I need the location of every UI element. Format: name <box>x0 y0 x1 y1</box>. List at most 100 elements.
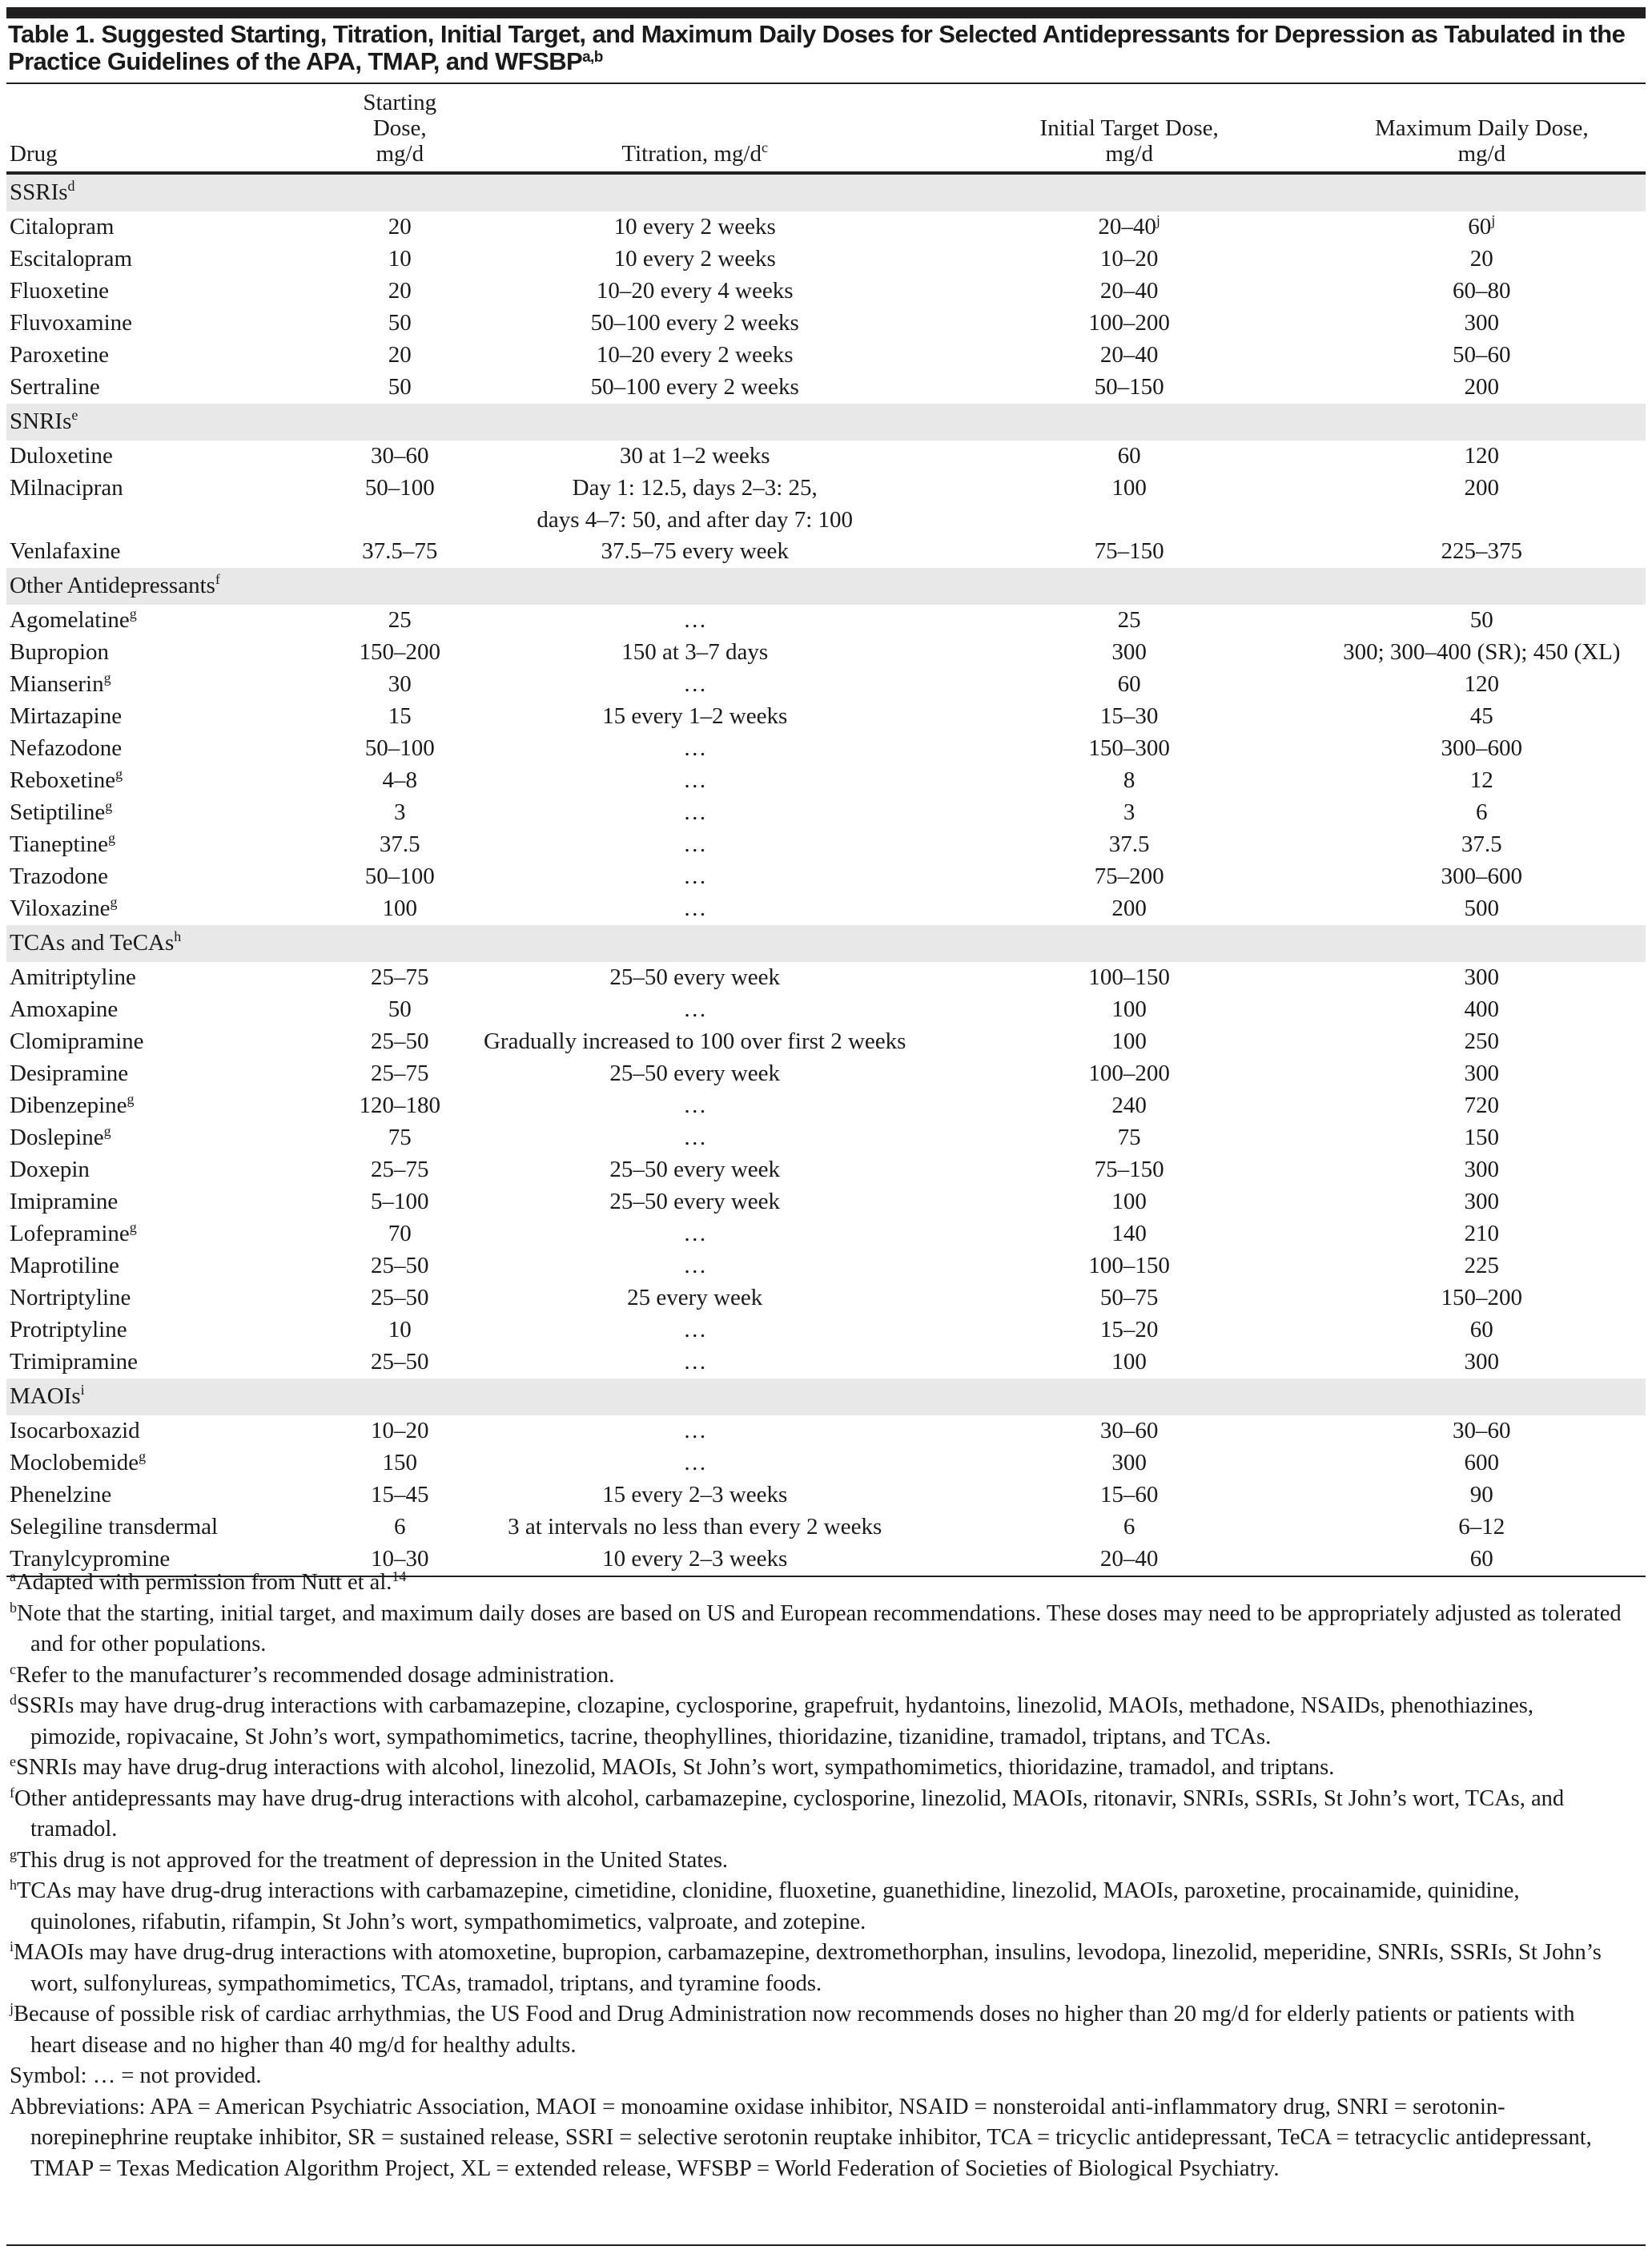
cell-initial-target: 6 <box>1123 1514 1135 1540</box>
cell-titration: 10 every 2 weeks <box>613 214 776 239</box>
cell-titration: 37.5–75 every week <box>601 538 789 564</box>
cell-initial-target: 140 <box>1111 1221 1147 1246</box>
table-row: Mirtazapine 15 15 every 1–2 weeks 15–30 45 <box>6 701 1646 733</box>
cell-max-daily: 120 <box>1464 443 1500 469</box>
table-row: Sertraline 50 50–100 every 2 weeks 50–150 20… <box>6 372 1646 404</box>
cell-titration: … <box>683 1349 707 1375</box>
table-row: Tranylcypromine 10–30 10 every 2–3 weeks 20… <box>6 1544 1646 1576</box>
cell-drug: Amitriptyline <box>10 964 136 990</box>
cell-initial-target: 75–150 <box>1094 1157 1164 1182</box>
cell-drug: Isocarboxazid <box>10 1418 140 1443</box>
cell-titration: 10 every 2 weeks <box>613 246 776 272</box>
cell-max-daily: 150 <box>1464 1125 1500 1150</box>
cell-max-daily: 300 <box>1464 1189 1500 1214</box>
cell-max-daily: 200 <box>1464 374 1500 400</box>
cell-initial-target: 20–40 <box>1099 342 1159 368</box>
cell-titration: 3 at intervals no less than every 2 week… <box>508 1514 882 1540</box>
cell-initial-target: 60 <box>1117 443 1141 469</box>
table-row: Escitalopram 10 10 every 2 weeks 10–20 20 <box>6 244 1646 276</box>
cell-drug: Agomelatineg <box>10 606 137 633</box>
cell-starting-dose: 25–50 <box>371 1285 429 1310</box>
cell-initial-target: 8 <box>1123 767 1135 793</box>
cell-drug: Clomipramine <box>10 1028 144 1054</box>
cell-starting-dose: 70 <box>388 1221 412 1246</box>
cell-titration: … <box>683 1418 707 1443</box>
cell-initial-target: 100–150 <box>1088 964 1170 990</box>
cell-starting-dose: 10 <box>388 246 412 272</box>
cell-initial-target: 50–150 <box>1094 374 1164 400</box>
cell-starting-dose: 150–200 <box>359 639 441 665</box>
cell-max-daily: 60 <box>1469 1317 1493 1342</box>
cell-starting-dose: 10–30 <box>371 1546 429 1572</box>
group-label: TCAs and TeCAsh <box>6 925 1646 962</box>
cell-drug: Tianeptineg <box>10 830 115 857</box>
table-row: Trazodone 50–100 … 75–200 300–600 <box>6 861 1646 893</box>
cell-titration: Gradually increased to 100 over first 2 … <box>483 1028 906 1054</box>
cell-starting-dose: 30–60 <box>371 443 429 469</box>
cell-initial-target: 50–75 <box>1099 1285 1159 1310</box>
cell-max-daily: 6 <box>1476 799 1488 825</box>
table-row: Duloxetine 30–60 30 at 1–2 weeks 60 120 <box>6 441 1646 473</box>
cell-titration: 25 every week <box>627 1285 763 1310</box>
cell-drug: Venlafaxine <box>10 538 121 564</box>
cell-titration: 25–50 every week <box>609 1189 781 1214</box>
cell-max-daily: 300 <box>1464 1349 1500 1375</box>
cell-max-daily: 225 <box>1464 1253 1500 1278</box>
cell-max-daily: 60 <box>1469 1546 1493 1572</box>
cell-initial-target: 15–20 <box>1099 1317 1159 1342</box>
table-row: Venlafaxine 37.5–75 37.5–75 every week 75–1… <box>6 536 1646 568</box>
cell-starting-dose: 30 <box>388 671 412 697</box>
cell-titration: 10–20 every 2 weeks <box>596 342 794 368</box>
cell-titration: Day 1: 12.5, days 2–3: 25, days 4–7: 50, … <box>537 475 854 533</box>
cell-max-daily: 500 <box>1464 896 1500 921</box>
cell-max-daily: 120 <box>1464 671 1500 697</box>
cell-max-daily: 150–200 <box>1441 1285 1523 1310</box>
cell-initial-target: 200 <box>1111 896 1147 921</box>
table-row: Dibenzepineg 120–180 … 240 720 <box>6 1090 1646 1122</box>
cell-starting-dose: 20 <box>388 342 412 368</box>
cell-drug: Imipramine <box>10 1189 119 1214</box>
cell-initial-target: 100–150 <box>1088 1253 1170 1278</box>
cell-initial-target: 100–200 <box>1088 310 1170 336</box>
cell-drug: Trazodone <box>10 863 108 889</box>
cell-max-daily: 300; 300–400 (SR); 450 (XL) <box>1343 639 1621 665</box>
footnote: hTCAs may have drug-drug interactions wi… <box>10 1877 1520 1934</box>
bottom-rule <box>6 2244 1646 2246</box>
header-titration: Titration, mg/dc <box>621 139 768 167</box>
table-row: Moclobemideg 150 … 300 600 <box>6 1447 1646 1479</box>
top-rule <box>6 7 1646 18</box>
footnote: dSSRIs may have drug-drug interactions w… <box>10 1692 1533 1749</box>
cell-initial-target: 300 <box>1111 1450 1147 1475</box>
cell-initial-target: 300 <box>1111 639 1147 665</box>
cell-max-daily: 50 <box>1469 607 1493 633</box>
cell-titration: 25–50 every week <box>609 1157 781 1182</box>
cell-drug: Nortriptyline <box>10 1285 131 1310</box>
footnote: iMAOIs may have drug-drug interactions w… <box>10 1938 1602 1996</box>
cell-initial-target: 20–40 <box>1099 278 1159 304</box>
cell-titration: … <box>683 1450 707 1475</box>
table-row: Reboxetineg 4–8 … 8 12 <box>6 765 1646 797</box>
table-row: Protriptyline 10 … 15–20 60 <box>6 1314 1646 1346</box>
cell-titration: 25–50 every week <box>609 964 781 990</box>
title-rule <box>6 83 1646 84</box>
table-row: Milnacipran 50–100 Day 1: 12.5, days 2–3: … <box>6 473 1646 536</box>
cell-max-daily: 600 <box>1464 1450 1500 1475</box>
footnote: eSNRIs may have drug-drug interactions w… <box>10 1753 1335 1780</box>
cell-initial-target: 100 <box>1111 1189 1147 1214</box>
cell-max-daily: 45 <box>1469 703 1493 729</box>
cell-max-daily: 400 <box>1464 996 1500 1022</box>
cell-starting-dose: 37.5 <box>379 831 420 857</box>
cell-initial-target: 20–40j <box>1098 212 1160 239</box>
table-row: Isocarboxazid 10–20 … 30–60 30–60 <box>6 1415 1646 1447</box>
footnote: gThis drug is not approved for the treat… <box>10 1845 729 1873</box>
header-max-daily: Maximum Daily Dose, mg/d <box>1374 115 1589 167</box>
cell-drug: Nefazodone <box>10 735 123 761</box>
cell-starting-dose: 120–180 <box>359 1093 441 1118</box>
cell-initial-target: 100 <box>1111 996 1147 1022</box>
cell-drug: Setiptilineg <box>10 798 113 825</box>
cell-starting-dose: 20 <box>388 214 412 239</box>
cell-titration: … <box>683 863 707 889</box>
table-row: Viloxazineg 100 … 200 500 <box>6 893 1646 925</box>
table-row: Doxepin 25–75 25–50 every week 75–150 300 <box>6 1154 1646 1186</box>
cell-drug: Citalopram <box>10 214 115 239</box>
